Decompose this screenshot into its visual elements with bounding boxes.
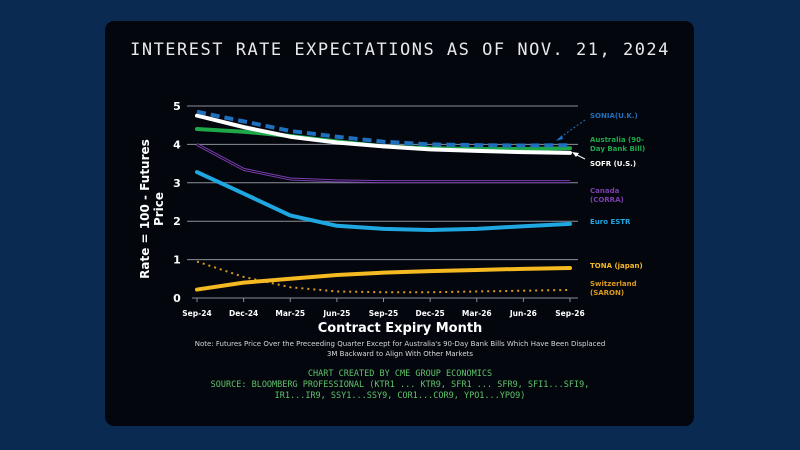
- series-line-sofr-u-s: [195, 113, 572, 155]
- x-tick-label: Sep-26: [555, 309, 584, 318]
- legend-label-sonia-u-k: SONIA(U.K.): [590, 112, 638, 121]
- chart-panel: [105, 21, 694, 426]
- legend-label-switzerland-saron: Switzerland (SARON): [590, 280, 637, 298]
- legend-label-euro-estr: Euro ESTR: [590, 218, 630, 227]
- legend-label-sofr-u-s: SOFR (U.S.): [590, 160, 636, 169]
- legend-label-australia-90-day-bank-bill: Australia (90- Day Bank Bill): [590, 136, 645, 154]
- series-line-canada-corra-inner: [196, 143, 570, 183]
- sonia-arrow-head: [556, 135, 563, 141]
- sofr-arrow-head: [572, 152, 579, 157]
- legend-label-line: SONIA(U.K.): [590, 112, 638, 120]
- x-tick-label: Mar-25: [275, 309, 305, 318]
- series-line-tona-japan: [195, 266, 572, 292]
- x-tick-label: Jun-26: [509, 309, 537, 318]
- x-axis-label: Contract Expiry Month: [317, 321, 483, 336]
- y-axis-label: Rate = 100 - Futures Price: [138, 139, 166, 279]
- legend-label-line: SOFR (U.S.): [590, 160, 637, 168]
- series-line-euro-estr: [195, 170, 572, 233]
- legend-label-line: (CORRA): [590, 196, 624, 204]
- y-tick-label: 5: [173, 100, 181, 113]
- legend-label-tona-japan: TONA (japan): [590, 262, 643, 271]
- sonia-pointer-arrow: [557, 119, 586, 140]
- x-tick-label: Sep-25: [369, 309, 398, 318]
- x-tick-label: Sep-24: [182, 309, 211, 318]
- x-tick-label: Mar-26: [462, 309, 492, 318]
- y-tick-label: 2: [173, 215, 181, 228]
- legend-label-line: TONA (japan): [590, 262, 643, 270]
- chart-note: Note: Futures Price Over the Preceeding …: [180, 339, 620, 359]
- chart-title: INTEREST RATE EXPECTATIONS AS OF NOV. 21…: [130, 40, 670, 60]
- legend-label-line: Switzerland: [590, 280, 637, 288]
- legend-label-line: Canada: [590, 187, 620, 195]
- x-tick-label: Dec-25: [415, 309, 444, 318]
- chart-credits: CHART CREATED BY CME GROUP ECONOMICS SOU…: [0, 369, 800, 402]
- y-tick-label: 1: [173, 254, 181, 267]
- note-line: Note: Futures Price Over the Preceeding …: [194, 340, 606, 348]
- series-line-sonia-u-k: [196, 109, 571, 148]
- x-tick-label: Dec-24: [229, 309, 258, 318]
- credit-line: IR1...IR9, SSY1...SSY9, COR1...COR9, YPO…: [274, 391, 526, 401]
- y-tick-label: 4: [173, 138, 181, 151]
- legend-label-line: Day Bank Bill): [590, 145, 646, 153]
- credit-line: SOURCE: BLOOMBERG PROFESSIONAL (KTR1 ...…: [210, 380, 590, 390]
- legend-label-line: Australia (90-: [590, 136, 644, 144]
- legend-label-canada-corra: Canada (CORRA): [590, 187, 624, 205]
- credit-line: CHART CREATED BY CME GROUP ECONOMICS: [307, 369, 493, 379]
- series-line-switzerland-saron: [196, 260, 571, 294]
- x-tick-label: Jun-25: [322, 309, 350, 318]
- legend-label-line: Euro ESTR: [590, 218, 631, 226]
- y-tick-label: 3: [173, 177, 181, 190]
- legend-label-line: (SARON): [590, 289, 625, 297]
- note-line: 3M Backward to Align With Other Markets: [326, 350, 474, 358]
- y-tick-label: 0: [173, 292, 181, 305]
